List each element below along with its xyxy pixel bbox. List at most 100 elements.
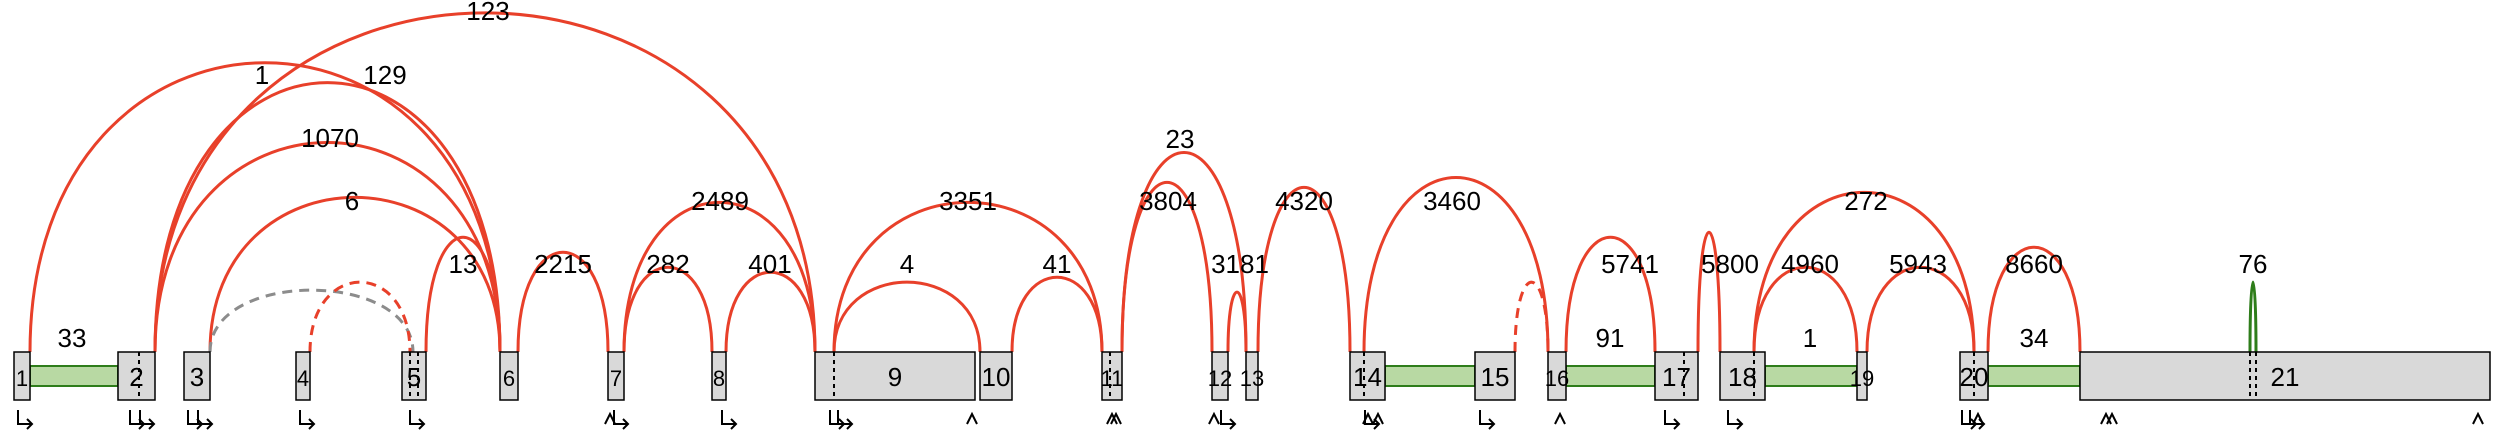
exon-label: 15 bbox=[1481, 362, 1510, 392]
exon-label: 7 bbox=[610, 366, 622, 391]
end-site-marker bbox=[1110, 411, 1122, 425]
exon-21: 21 bbox=[2079, 351, 2491, 401]
junction-count-11-13: 23 bbox=[1166, 124, 1195, 154]
exon-boxes: 1 2 3 4 5 6 7 8 9 10 11 12 13 14 15 16 17 18 19 20 21 bbox=[13, 351, 2491, 401]
end-site-marker bbox=[1554, 411, 1566, 425]
intron-retention-bars bbox=[29, 365, 2081, 387]
exon-box bbox=[711, 351, 727, 401]
junction-arc-3-6 bbox=[208, 196, 502, 353]
exon-box bbox=[1349, 351, 1386, 401]
exon-12: 12 bbox=[1208, 351, 1232, 401]
junction-arc-2-9 bbox=[153, 11, 817, 353]
junction-arc-20-21 bbox=[1986, 245, 2082, 353]
junction-arc-16-17 bbox=[1564, 235, 1657, 353]
junction-arc-18-19 bbox=[1752, 265, 1859, 353]
intron-retention-20-21 bbox=[1987, 365, 2081, 387]
start-site-marker bbox=[1364, 410, 1381, 430]
start-site-marker bbox=[1664, 410, 1681, 430]
exon-label: 3 bbox=[190, 362, 204, 392]
junction-arc-5-6 bbox=[424, 235, 502, 353]
exon-box bbox=[13, 351, 31, 401]
exon-label: 8 bbox=[713, 366, 725, 391]
exon-box bbox=[499, 351, 519, 401]
junction-arc-8-9 bbox=[724, 270, 817, 353]
junction-arc-11-12 bbox=[1120, 180, 1214, 353]
exon-5: 5 bbox=[401, 351, 427, 401]
intron-retention-count-18-19: 1 bbox=[1803, 323, 1817, 353]
junction-arc-10-11 bbox=[1010, 275, 1104, 353]
start-site-marker bbox=[129, 410, 146, 430]
end-site-marker bbox=[1972, 411, 1984, 425]
exon-box bbox=[1719, 351, 1766, 401]
exon-label: 21 bbox=[2271, 362, 2300, 392]
junction-count-11-12: 3804 bbox=[1139, 186, 1197, 216]
intron-retention-18-19 bbox=[1764, 365, 1858, 387]
exon-20: 20 bbox=[1959, 351, 1989, 401]
junction-count-8-9: 401 bbox=[748, 249, 791, 279]
junction-count-9-10: 4 bbox=[900, 249, 914, 279]
junction-count-7-9: 2489 bbox=[691, 186, 749, 216]
junction-arc-9-11 bbox=[832, 200, 1104, 353]
junction-count-2-9: 123 bbox=[466, 0, 509, 26]
exon-label: 20 bbox=[1960, 362, 1989, 392]
start-site-marker bbox=[721, 410, 738, 430]
junction-count-7-8: 282 bbox=[646, 249, 689, 279]
exon-6: 6 bbox=[499, 351, 519, 401]
exon-box bbox=[1245, 351, 1259, 401]
junction-count-5-6: 13 bbox=[449, 249, 478, 279]
junction-arc-15-16 bbox=[1513, 280, 1550, 353]
exon-label: 1 bbox=[16, 366, 28, 391]
exon-box bbox=[1547, 351, 1567, 401]
end-site-marker bbox=[1372, 411, 1384, 425]
junction-arc-1-6 bbox=[28, 61, 502, 353]
junction-count-3-6: 6 bbox=[345, 186, 359, 216]
junction-arc-7-8 bbox=[622, 265, 714, 353]
exon-3: 3 bbox=[183, 351, 211, 401]
exon-box bbox=[401, 351, 427, 401]
junction-arcs bbox=[28, 11, 2258, 353]
junction-count-6-7: 2215 bbox=[534, 249, 592, 279]
exon-box bbox=[1856, 351, 1868, 401]
exon-label: 2 bbox=[129, 362, 143, 392]
exon-label: 19 bbox=[1850, 366, 1874, 391]
exon-label: 12 bbox=[1208, 366, 1232, 391]
junction-count-2-6: 129 bbox=[363, 60, 406, 90]
junction-arc-12-13 bbox=[1226, 290, 1248, 353]
junction-count-19-20: 5943 bbox=[1889, 249, 1947, 279]
junction-count-18-20: 272 bbox=[1844, 186, 1887, 216]
junction-arc-17-18 bbox=[1696, 231, 1722, 353]
exon-box bbox=[2079, 351, 2491, 401]
end-site-marker bbox=[604, 411, 616, 425]
junction-count-14-16: 3460 bbox=[1423, 186, 1481, 216]
junction-arc-18-20 bbox=[1752, 190, 1976, 353]
exon-box bbox=[1211, 351, 1229, 401]
exon-box bbox=[183, 351, 211, 401]
junction-arc-9-10 bbox=[832, 280, 982, 353]
exon-label: 4 bbox=[297, 366, 309, 391]
exon-label: 16 bbox=[1545, 366, 1569, 391]
exon-label: 10 bbox=[982, 362, 1011, 392]
junction-arc-6-7 bbox=[516, 251, 610, 353]
junction-count-10-11: 41 bbox=[1043, 249, 1072, 279]
start-site-marker bbox=[197, 410, 214, 430]
start-site-marker bbox=[1479, 410, 1496, 430]
intron-retention-count-16-17: 91 bbox=[1596, 323, 1625, 353]
junction-arc-7-9 bbox=[622, 201, 817, 353]
intron-retention-count-20-21: 34 bbox=[2020, 323, 2049, 353]
exon-2: 2 bbox=[117, 351, 156, 401]
exon-1: 1 bbox=[13, 351, 31, 401]
junction-count-16-17: 5741 bbox=[1601, 249, 1659, 279]
exon-13: 13 bbox=[1240, 351, 1264, 401]
intron-retention-16-17 bbox=[1565, 365, 1656, 387]
exon-7: 7 bbox=[607, 351, 625, 401]
exon-4: 4 bbox=[295, 351, 311, 401]
exon-box bbox=[814, 351, 976, 401]
exon-label: 11 bbox=[1101, 366, 1124, 391]
exon-box bbox=[117, 351, 156, 401]
end-site-marker bbox=[1106, 411, 1118, 425]
junction-count-20-21: 8660 bbox=[2005, 249, 2063, 279]
junction-count-18-19: 4960 bbox=[1781, 249, 1839, 279]
end-site-marker bbox=[2472, 411, 2484, 425]
junction-count-13-14: 4320 bbox=[1275, 186, 1333, 216]
exon-17: 17 bbox=[1654, 351, 1699, 401]
